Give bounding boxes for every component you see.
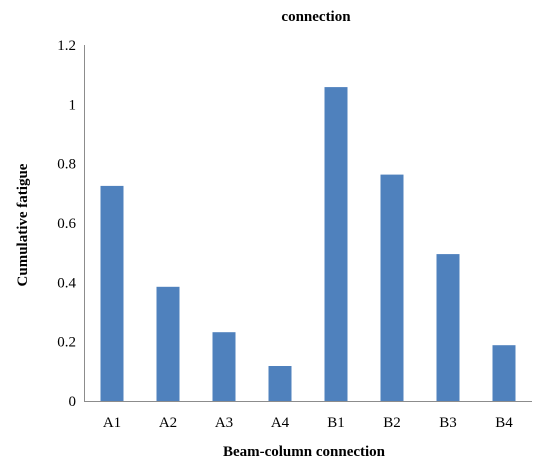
y-axis-label: Cumulative fatigue xyxy=(15,163,31,286)
y-tick-label: 0.2 xyxy=(57,335,76,351)
y-tick-labels: 0 0.2 0.4 0.6 0.8 1 1.2 xyxy=(57,38,76,410)
y-tick-label: 0 xyxy=(69,394,77,410)
x-tick-labels: A1 A2 A3 A4 B1 B2 B3 B4 xyxy=(103,415,513,431)
y-tick-label: 0.8 xyxy=(57,157,76,173)
x-tick-label: B2 xyxy=(383,415,401,431)
bar-a1 xyxy=(100,185,124,401)
x-axis-label: Beam-column connection xyxy=(223,444,386,459)
x-tick-label: A3 xyxy=(215,415,233,431)
chart-title: connection xyxy=(281,9,351,25)
bar-b4 xyxy=(492,345,516,401)
bar-a2 xyxy=(156,286,180,401)
y-tick-label: 0.4 xyxy=(57,275,76,291)
bar-b1 xyxy=(324,87,348,401)
x-tick-label: B3 xyxy=(439,415,457,431)
bar-a4 xyxy=(268,366,292,401)
bars xyxy=(100,87,516,401)
bar-b3 xyxy=(436,254,460,401)
y-tick-label: 1 xyxy=(69,97,77,113)
x-tick-label: A2 xyxy=(159,415,177,431)
x-tick-label: A1 xyxy=(103,415,121,431)
bar-a3 xyxy=(212,332,236,401)
x-tick-label: A4 xyxy=(271,415,290,431)
y-tick-label: 0.6 xyxy=(57,216,76,232)
x-tick-label: B4 xyxy=(495,415,513,431)
x-tick-label: B1 xyxy=(327,415,345,431)
y-tick-label: 1.2 xyxy=(57,38,76,54)
bar-b2 xyxy=(380,174,404,401)
